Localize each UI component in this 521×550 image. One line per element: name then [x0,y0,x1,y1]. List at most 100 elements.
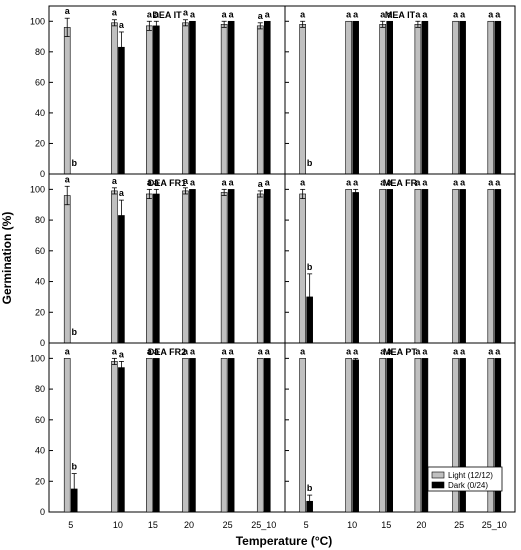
bar-light [182,190,189,344]
significance-label: a [488,177,494,187]
bar-dark [263,358,271,513]
significance-label: a [154,346,160,356]
y-tick-label: 40 [35,446,45,456]
panel-title: DEA IT [152,10,182,20]
significance-label: a [119,349,125,359]
significance-label: a [415,9,421,19]
significance-label: a [353,346,359,356]
panel-title: MEA FR [383,178,418,188]
bar-light [220,24,228,175]
panel-title: DEA FR2 [148,347,186,357]
significance-label: a [422,9,428,19]
bar-dark [189,358,196,513]
significance-label: a [258,11,264,21]
y-tick-label: 60 [35,77,45,87]
panel-title: DEA FR1 [148,178,186,188]
panel-frame [48,173,286,344]
significance-label: a [453,346,459,356]
significance-label: a [265,177,271,187]
bar-light [379,24,387,175]
y-tick-label: 40 [35,277,45,287]
legend-swatch [431,481,445,489]
bar-dark [153,358,160,513]
significance-label: a [147,177,153,187]
x-tick-label: 25_10 [251,520,276,530]
significance-label: a [460,346,466,356]
significance-label: a [300,177,306,187]
bar-light [63,195,71,344]
y-tick-label: 0 [40,169,45,179]
x-tick-label: 15 [381,520,391,530]
significance-label: a [65,174,71,184]
bar-dark [227,20,235,175]
bar-light [220,358,228,513]
y-axis-label: Germination (%) [0,212,14,305]
significance-label: a [112,8,118,18]
bar-dark [421,358,429,513]
x-tick-label: 25_10 [482,520,507,530]
x-tick-label: 20 [184,520,194,530]
significance-label: a [453,9,459,19]
panel-title: MEA PT [383,347,417,357]
bar-light [299,193,306,344]
bar-dark [189,189,196,344]
significance-label: a [229,9,235,19]
significance-label: a [222,346,228,356]
significance-label: a [353,9,359,19]
significance-label: a [190,9,196,19]
y-tick-label: 0 [40,338,45,348]
panel-frame [48,5,286,175]
bar-light [146,25,153,175]
legend-label: Light (12/12) [448,471,493,480]
bar-dark [118,46,125,175]
y-tick-label: 80 [35,215,45,225]
significance-label: a [488,346,494,356]
significance-label: a [422,346,428,356]
bar-light [487,20,495,175]
bar-light [414,24,422,175]
bar-dark [352,20,359,175]
x-tick-label: 10 [113,520,123,530]
x-tick-label: 15 [148,520,158,530]
bar-dark [227,189,235,344]
significance-label: a [380,346,386,356]
y-tick-label: 80 [35,384,45,394]
bar-dark [459,189,466,344]
bar-dark [494,189,502,344]
y-tick-label: 60 [35,246,45,256]
bar-light [256,358,264,513]
significance-label: a [346,9,352,19]
significance-label: a [154,9,160,19]
bar-light [299,358,306,513]
panel-frame [48,342,286,513]
y-tick-label: 100 [30,16,45,26]
bar-light [345,20,352,175]
significance-label: a [258,179,264,189]
panel-frame [284,342,516,513]
x-tick-label: 10 [347,520,357,530]
bar-light [299,24,306,175]
significance-label: a [353,177,359,187]
significance-label: a [154,177,160,187]
bar-light [256,25,264,175]
bar-dark [263,20,271,175]
bar-light [452,189,459,344]
bar-dark [118,215,125,344]
bar-dark [153,25,160,175]
bar-light [146,358,153,513]
significance-label: a [460,9,466,19]
bar-light [345,189,352,344]
legend-label: Dark (0/24) [448,481,488,490]
significance-label: b [71,158,77,168]
bar-light [452,358,459,513]
x-axis-label: Temperature (°C) [236,534,333,548]
significance-label: a [495,177,501,187]
bar-dark [386,20,394,175]
bar-dark [352,359,359,513]
bar-dark [118,367,125,513]
significance-label: a [300,9,306,19]
